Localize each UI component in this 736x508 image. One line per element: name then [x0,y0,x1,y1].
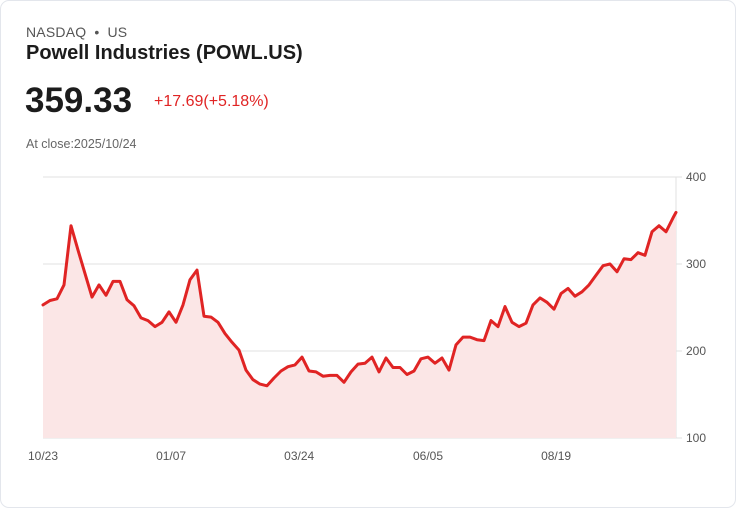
x-tick-label: 03/24 [284,449,314,463]
close-date: At close:2025/10/24 [26,137,137,151]
exchange-name: NASDAQ [26,24,87,40]
x-tick-label: 08/19 [541,449,571,463]
y-tick-label: 400 [686,170,706,184]
x-tick-label: 10/23 [28,449,58,463]
x-tick-label: 06/05 [413,449,443,463]
market: US [107,24,128,40]
separator: • [94,24,100,40]
area-fill [43,212,676,438]
price-line [41,210,678,388]
x-tick-label: 01/07 [156,449,186,463]
price: 359.33 [25,81,133,120]
y-tick-label: 100 [686,431,706,445]
y-tick-label: 200 [686,344,706,358]
stock-title: Powell Industries (POWL.US) [26,42,303,64]
y-tick-label: 300 [686,257,706,271]
exchange-info: NASDAQ • US [26,24,127,40]
price-change: +17.69(+5.18%) [154,93,269,110]
